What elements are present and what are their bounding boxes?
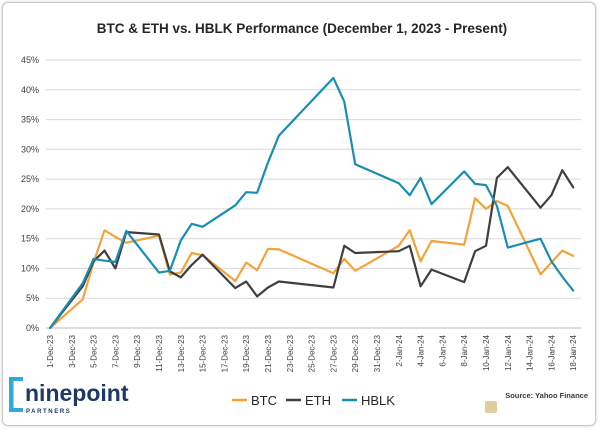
x-tick-label: 11-Dec-23	[155, 334, 164, 371]
ninepoint-logo: ninepoint PARTNERS	[9, 377, 129, 415]
series-lines	[48, 76, 575, 330]
y-tick-label: 20%	[21, 204, 39, 214]
y-tick-label: 35%	[21, 115, 39, 125]
legend-item-eth: ETH	[286, 393, 331, 408]
legend-item-btc: BTC	[232, 393, 277, 408]
y-tick-label: 0%	[26, 323, 39, 333]
x-tick-label: 2-Jan-24	[395, 334, 404, 366]
logo-wordmark: ninepoint	[25, 380, 129, 406]
legend: BTC ETH HBLK	[232, 393, 395, 408]
x-tick-label: 5-Dec-23	[90, 334, 99, 367]
x-tick-label: 4-Jan-24	[417, 334, 426, 366]
y-axis-labels: 0% 5% 10% 15% 20% 25% 30% 35% 40% 45%	[21, 55, 39, 333]
x-axis-labels: 1-Dec-23 3-Dec-23 5-Dec-23 7-Dec-23 9-Dec-23…	[46, 334, 578, 372]
x-tick-label: 29-Dec-23	[351, 334, 360, 372]
y-tick-label: 45%	[21, 55, 39, 65]
x-tick-label: 23-Dec-23	[286, 334, 295, 372]
x-tick-label: 14-Jan-24	[526, 334, 535, 371]
y-tick-label: 30%	[21, 144, 39, 154]
series-line-btc	[48, 197, 575, 330]
x-tick-label: 8-Jan-24	[460, 334, 469, 366]
x-tick-label: 16-Jan-24	[547, 334, 556, 371]
gridlines	[46, 59, 581, 329]
series-line-eth	[48, 166, 575, 330]
y-tick-label: 25%	[21, 174, 39, 184]
x-tick-label: 15-Dec-23	[199, 334, 208, 372]
x-tick-label: 9-Dec-23	[133, 334, 142, 367]
source-note: Source: Yahoo Finance	[505, 391, 588, 400]
chart-title: BTC & ETH vs. HBLK Performance (December…	[97, 21, 507, 36]
y-tick-label: 40%	[21, 85, 39, 95]
logo-subtitle: PARTNERS	[26, 409, 71, 415]
x-tick-label: 6-Jan-24	[438, 334, 447, 366]
legend-label: ETH	[305, 393, 331, 408]
legend-label: HBLK	[361, 393, 395, 408]
x-tick-label: 13-Dec-23	[177, 334, 186, 372]
chart-frame	[2, 2, 596, 426]
y-tick-label: 5%	[26, 293, 39, 303]
legend-item-hblk: HBLK	[342, 393, 395, 408]
x-tick-label: 10-Jan-24	[482, 334, 491, 371]
y-tick-label: 10%	[21, 263, 39, 273]
x-tick-label: 21-Dec-23	[264, 334, 273, 372]
watermark-icon	[485, 401, 497, 413]
x-tick-label: 1-Dec-23	[46, 334, 55, 367]
legend-label: BTC	[251, 393, 277, 408]
x-tick-label: 27-Dec-23	[329, 334, 338, 372]
y-tick-label: 15%	[21, 234, 39, 244]
x-tick-label: 7-Dec-23	[111, 334, 120, 367]
logo-mark-icon	[9, 377, 23, 412]
x-tick-label: 3-Dec-23	[68, 334, 77, 367]
x-tick-label: 17-Dec-23	[220, 334, 229, 372]
x-tick-label: 12-Jan-24	[504, 334, 513, 371]
x-tick-label: 25-Dec-23	[308, 334, 317, 372]
x-tick-label: 18-Jan-24	[569, 334, 578, 371]
x-tick-label: 31-Dec-23	[373, 334, 382, 372]
series-line-hblk	[48, 76, 575, 330]
x-tick-label: 19-Dec-23	[242, 334, 251, 372]
